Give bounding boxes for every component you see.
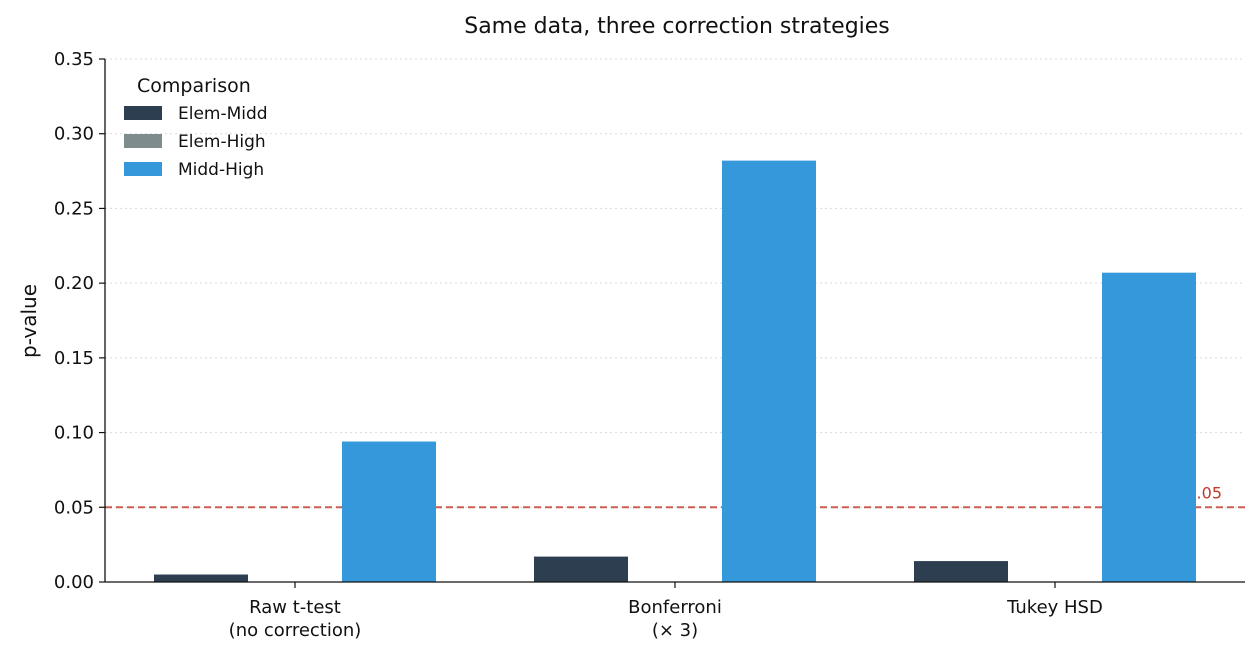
- y-tick-label-0: 0.00: [54, 572, 94, 593]
- y-axis-title: p-value: [17, 284, 41, 358]
- gridlines: [105, 58, 1245, 508]
- x-tick-label-2-0: Tukey HSD: [1006, 597, 1103, 618]
- bar-midd-high-0: [342, 441, 436, 582]
- legend-label-elem-high: Elem-High: [178, 132, 266, 152]
- bar-midd-high-2: [1102, 272, 1196, 582]
- y-tick-label-5: 0.25: [54, 198, 94, 219]
- y-tick-label-6: 0.30: [54, 124, 94, 145]
- legend-swatch-elem-midd: [124, 106, 162, 120]
- legend-swatch-midd-high: [124, 162, 162, 176]
- x-tick-label-1-0: Bonferroni: [628, 597, 722, 618]
- legend-label-elem-midd: Elem-Midd: [178, 104, 268, 124]
- bar-elem-midd-1: [534, 556, 628, 582]
- bars: [154, 160, 1196, 582]
- legend-label-midd-high: Midd-High: [178, 160, 264, 180]
- x-tick-label-1-1: (× 3): [652, 620, 698, 641]
- legend-swatch-elem-high: [124, 134, 162, 148]
- y-tick-label-7: 0.35: [54, 49, 94, 70]
- y-tick-label-3: 0.15: [54, 348, 94, 369]
- y-tick-label-4: 0.20: [54, 273, 94, 294]
- legend: Comparison Elem-Midd Elem-High Midd-High: [124, 75, 268, 180]
- bar-elem-midd-2: [914, 561, 1008, 582]
- bar-elem-midd-0: [154, 574, 248, 582]
- x-tick-label-0-0: Raw t-test: [249, 597, 341, 618]
- chart-title: Same data, three correction strategies: [464, 14, 890, 39]
- legend-title: Comparison: [137, 75, 251, 97]
- bar-midd-high-1: [722, 160, 816, 582]
- axes: 0.00 0.05 0.10 0.15 0.20 0.25 0.30 0.35 Raw t-te…: [54, 49, 1245, 641]
- y-tick-label-1: 0.05: [54, 497, 94, 518]
- reference-line-group: α = 0.05: [105, 483, 1245, 509]
- y-tick-label-2: 0.10: [54, 423, 94, 444]
- x-tick-label-0-1: (no correction): [229, 620, 362, 641]
